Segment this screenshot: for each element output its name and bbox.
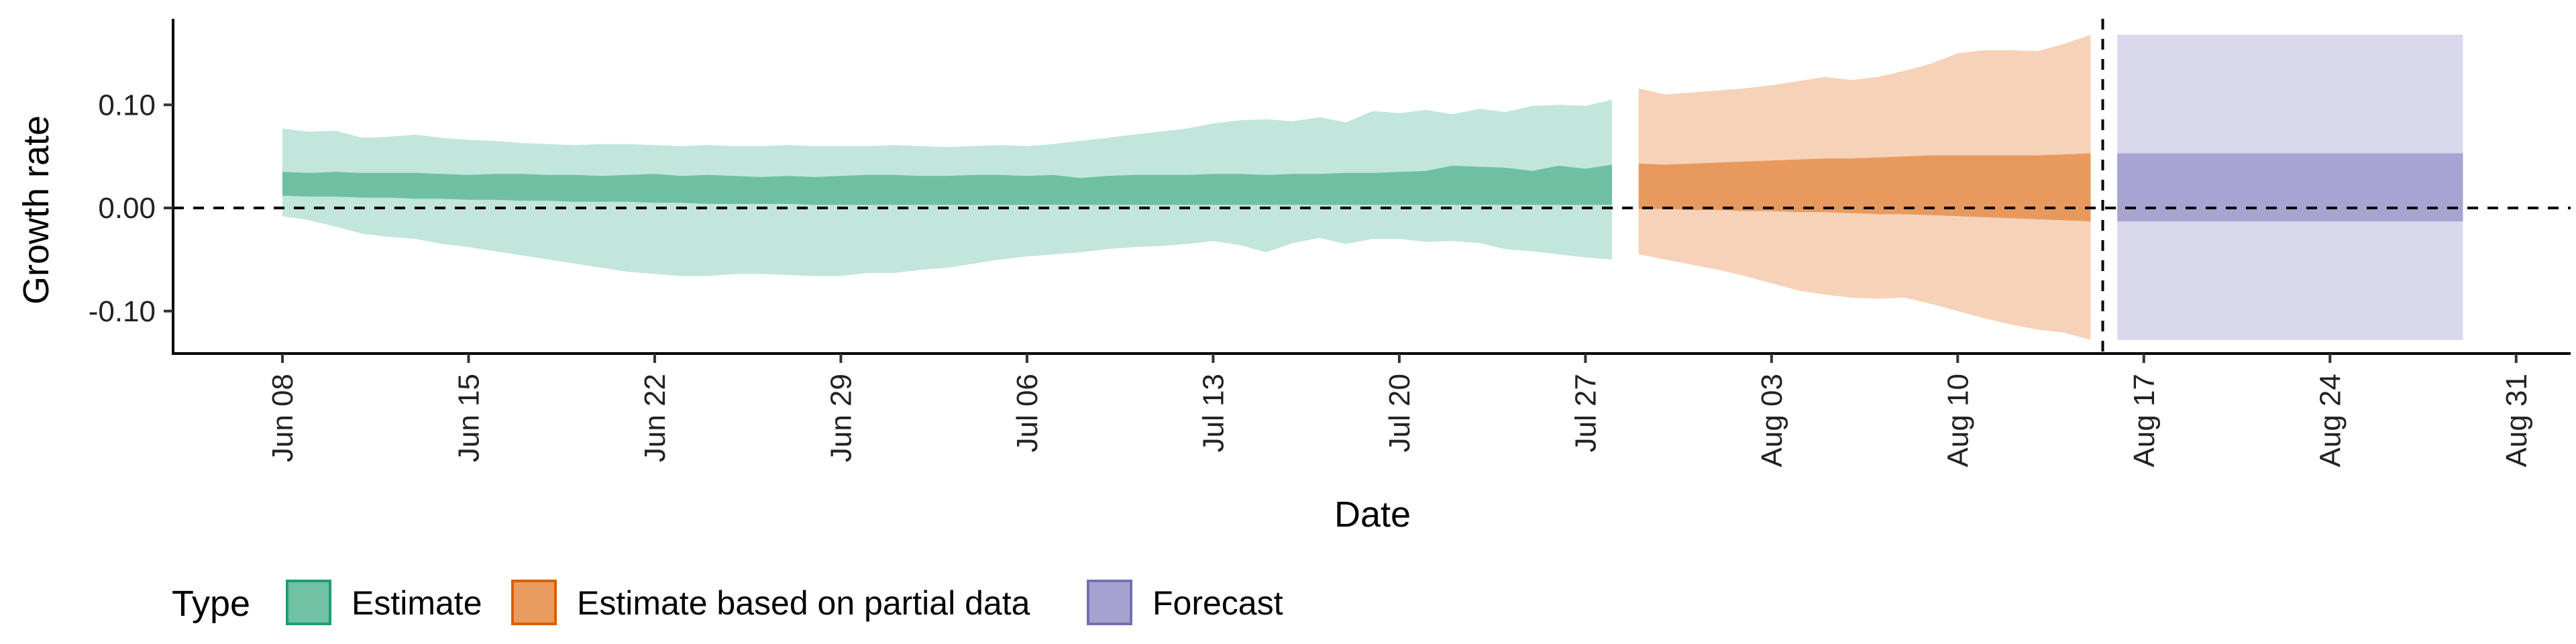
legend-key-estimate-based-on-partial-data — [511, 580, 557, 625]
x-tick-label: Aug 31 — [2500, 374, 2533, 467]
x-tick-label: Aug 24 — [2314, 374, 2347, 467]
x-tick-label: Jul 20 — [1383, 374, 1416, 452]
x-tick-label: Jul 13 — [1197, 374, 1230, 452]
legend-label-estimate-based-on-partial-data: Estimate based on partial data — [577, 584, 1030, 622]
x-tick-label: Aug 10 — [1941, 374, 1974, 467]
x-tick-labels: Jun 08 Jun 15 Jun 22 Jun 29 Jul 06 Jul 13 Jul … — [266, 374, 2533, 467]
axes — [164, 19, 2571, 363]
y-tick-labels: 0.10 0.00 -0.10 — [89, 89, 156, 328]
estimate-band-50 — [282, 164, 1612, 205]
x-tick-label: Jun 29 — [824, 374, 857, 462]
x-tick-label: Jun 15 — [453, 374, 486, 462]
x-tick-label: Jun 22 — [639, 374, 672, 462]
legend: Type Estimate Estimate based on partial d… — [172, 580, 1283, 625]
y-axis-title: Growth rate — [16, 115, 56, 305]
y-tick-label: 0.00 — [98, 192, 156, 225]
x-tick-label: Aug 17 — [2128, 374, 2161, 467]
bands-layer — [282, 34, 2463, 340]
estimate-based-on-partial-data-band-50 — [1638, 153, 2091, 221]
legend-label-forecast: Forecast — [1152, 584, 1283, 622]
legend-key-forecast — [1087, 580, 1132, 625]
forecast-band-50 — [2117, 153, 2463, 221]
reference-lines — [173, 19, 2571, 354]
y-tick-label: 0.10 — [98, 89, 156, 121]
x-tick-label: Jun 08 — [266, 374, 299, 462]
legend-key-estimate — [286, 580, 331, 625]
legend-title: Type — [172, 584, 250, 624]
x-tick-label: Aug 03 — [1756, 374, 1788, 467]
x-tick-label: Jul 06 — [1011, 374, 1044, 452]
x-axis-title: Date — [1334, 494, 1411, 535]
legend-label-estimate: Estimate — [352, 584, 482, 622]
y-tick-label: -0.10 — [89, 295, 156, 328]
x-tick-label: Jul 27 — [1569, 374, 1602, 452]
